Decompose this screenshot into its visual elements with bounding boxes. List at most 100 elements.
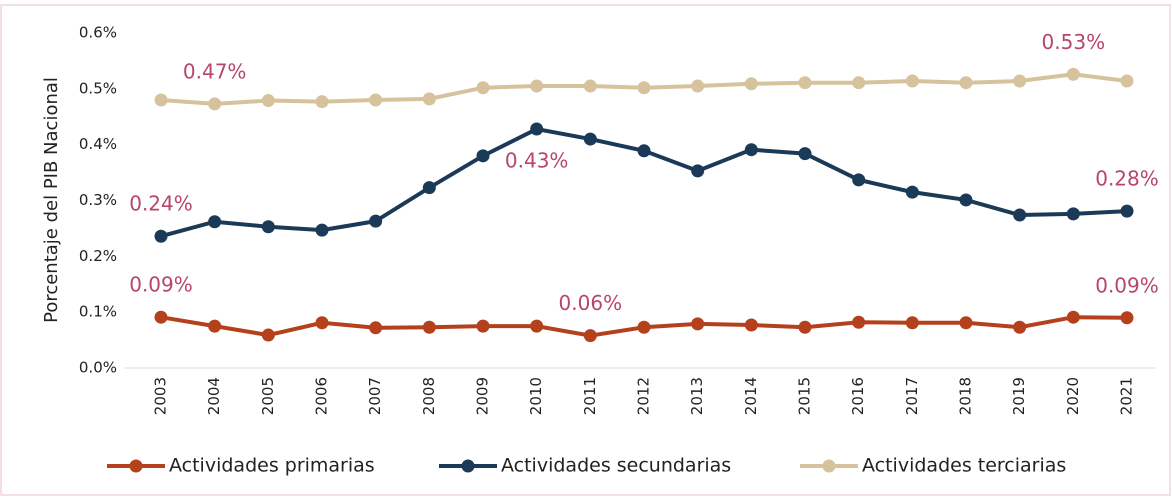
data-label: 0.24% bbox=[129, 192, 193, 216]
data-point bbox=[369, 93, 383, 107]
data-point bbox=[798, 147, 812, 161]
data-point bbox=[315, 223, 329, 237]
data-point bbox=[905, 74, 919, 88]
legend-marker bbox=[129, 459, 143, 473]
x-tick-label: 2021 bbox=[1118, 377, 1136, 415]
x-tick-label: 2017 bbox=[903, 377, 921, 415]
data-point bbox=[315, 316, 329, 330]
data-point bbox=[905, 316, 919, 330]
data-point bbox=[852, 76, 866, 90]
data-point bbox=[583, 79, 597, 93]
data-point bbox=[583, 132, 597, 146]
data-point bbox=[154, 310, 168, 324]
data-point bbox=[208, 319, 222, 333]
y-axis-label: Porcentaje del PIB Nacional bbox=[41, 77, 62, 323]
data-point bbox=[1120, 74, 1134, 88]
data-point bbox=[637, 144, 651, 158]
data-point bbox=[959, 316, 973, 330]
data-point bbox=[530, 319, 544, 333]
data-point bbox=[208, 215, 222, 229]
x-tick-label: 2016 bbox=[849, 377, 867, 415]
x-tick-label: 2010 bbox=[527, 377, 545, 415]
y-tick-label: 0.5% bbox=[79, 79, 117, 97]
y-tick-label: 0.3% bbox=[79, 191, 117, 209]
x-tick-label: 2014 bbox=[742, 377, 760, 415]
data-point bbox=[637, 320, 651, 334]
x-tick-label: 2011 bbox=[581, 377, 599, 415]
data-point bbox=[422, 320, 436, 334]
data-label: 0.43% bbox=[505, 149, 569, 173]
data-point bbox=[852, 173, 866, 187]
data-point bbox=[315, 95, 329, 109]
data-point bbox=[422, 181, 436, 195]
x-tick-label: 2009 bbox=[474, 377, 492, 415]
x-tick-label: 2012 bbox=[635, 377, 653, 415]
legend-label: Actividades terciarias bbox=[862, 455, 1066, 477]
data-point bbox=[261, 94, 275, 108]
data-point bbox=[583, 329, 597, 343]
data-point bbox=[852, 315, 866, 329]
data-point bbox=[476, 319, 490, 333]
data-point bbox=[637, 81, 651, 95]
data-point bbox=[154, 93, 168, 107]
x-tick-label: 2004 bbox=[205, 377, 223, 415]
data-label: 0.53% bbox=[1042, 30, 1106, 54]
data-point bbox=[261, 328, 275, 342]
data-point bbox=[744, 318, 758, 332]
x-tick-label: 2018 bbox=[957, 377, 975, 415]
y-tick-label: 0.6% bbox=[79, 24, 117, 42]
x-tick-label: 2006 bbox=[313, 377, 331, 415]
legend-label: Actividades primarias bbox=[169, 455, 375, 477]
data-point bbox=[744, 77, 758, 91]
data-point bbox=[1013, 74, 1027, 88]
x-tick-label: 2020 bbox=[1064, 377, 1082, 415]
chart-frame bbox=[0, 4, 1171, 496]
x-tick-label: 2008 bbox=[420, 377, 438, 415]
data-point bbox=[369, 214, 383, 228]
data-point bbox=[530, 122, 544, 136]
data-point bbox=[369, 321, 383, 335]
y-tick-label: 0.1% bbox=[79, 303, 117, 321]
x-tick-label: 2015 bbox=[796, 377, 814, 415]
data-point bbox=[208, 97, 222, 111]
legend-label: Actividades secundarias bbox=[501, 455, 731, 477]
y-tick-label: 0.4% bbox=[79, 135, 117, 153]
legend-marker bbox=[461, 459, 475, 473]
data-point bbox=[1066, 67, 1080, 81]
data-point bbox=[530, 79, 544, 93]
data-point bbox=[691, 79, 705, 93]
data-point bbox=[1013, 208, 1027, 222]
data-point bbox=[1120, 311, 1134, 325]
data-label: 0.09% bbox=[1095, 273, 1159, 297]
data-label: 0.06% bbox=[559, 291, 623, 315]
data-point bbox=[959, 193, 973, 207]
data-point bbox=[798, 76, 812, 90]
x-tick-label: 2005 bbox=[259, 377, 277, 415]
data-point bbox=[1120, 204, 1134, 218]
data-label: 0.09% bbox=[129, 273, 193, 297]
data-point bbox=[261, 220, 275, 234]
data-point bbox=[905, 185, 919, 199]
x-tick-label: 2007 bbox=[366, 377, 384, 415]
data-point bbox=[798, 320, 812, 334]
data-point bbox=[1013, 320, 1027, 334]
legend-marker bbox=[822, 459, 836, 473]
y-tick-label: 0.0% bbox=[79, 359, 117, 377]
data-point bbox=[154, 229, 168, 243]
data-point bbox=[691, 164, 705, 178]
data-point bbox=[1066, 310, 1080, 324]
data-point bbox=[744, 143, 758, 157]
data-point bbox=[476, 149, 490, 163]
data-point bbox=[1066, 207, 1080, 221]
y-tick-label: 0.2% bbox=[79, 247, 117, 265]
data-point bbox=[476, 81, 490, 95]
x-tick-label: 2003 bbox=[152, 377, 170, 415]
data-point bbox=[422, 92, 436, 106]
x-tick-label: 2019 bbox=[1010, 377, 1028, 415]
data-point bbox=[959, 76, 973, 90]
data-point bbox=[691, 317, 705, 331]
data-label: 0.28% bbox=[1095, 167, 1159, 191]
data-label: 0.47% bbox=[183, 59, 247, 83]
x-tick-label: 2013 bbox=[688, 377, 706, 415]
